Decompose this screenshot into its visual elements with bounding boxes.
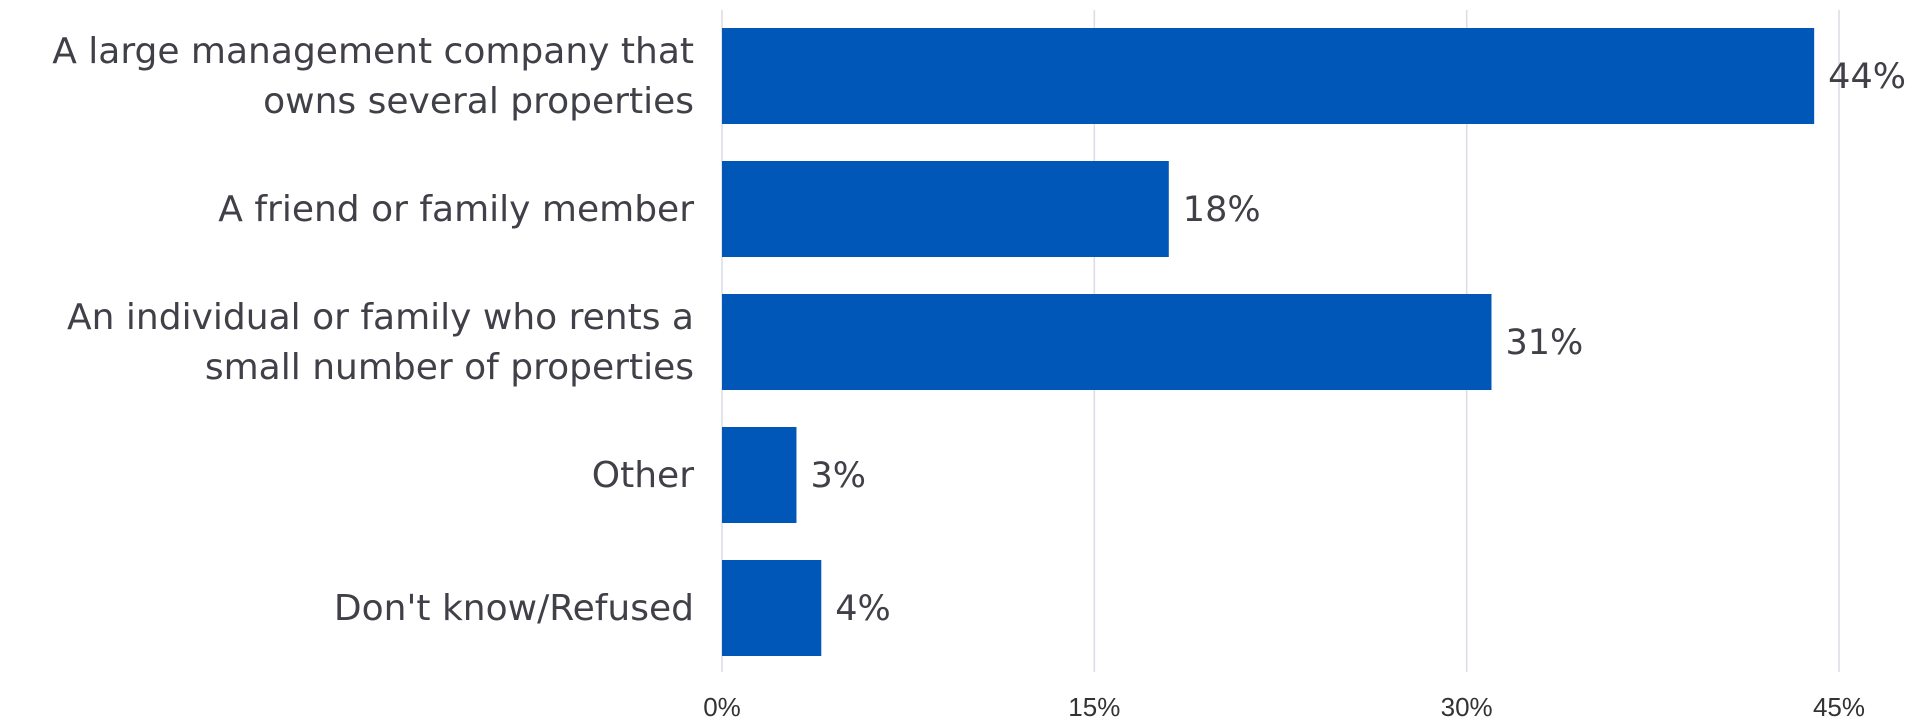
bar	[722, 161, 1169, 257]
bar	[722, 28, 1815, 124]
bar-value-label: 18%	[1183, 190, 1261, 230]
category-label-line: small number of properties	[205, 347, 694, 388]
category-label-line: Other	[592, 455, 694, 496]
category-label: Don't know/Refused	[334, 588, 694, 629]
category-label-line: owns several properties	[263, 81, 694, 122]
category-label-line: A large management company that	[52, 31, 694, 72]
category-label-line: An individual or family who rents a	[67, 297, 694, 338]
bar	[722, 427, 797, 523]
category-label: A friend or family member	[218, 189, 694, 230]
bar-value-label: 3%	[810, 456, 866, 496]
bar	[722, 560, 822, 656]
bar-value-label: 4%	[835, 589, 891, 629]
x-tick-label: 30%	[1441, 692, 1493, 719]
category-label: A large management company that owns seve…	[52, 31, 694, 122]
category-label: An individual or family who rents a small…	[67, 297, 694, 388]
bar-value-label: 44%	[1828, 57, 1906, 97]
bar-value-label: 31%	[1505, 323, 1583, 363]
x-tick-label: 15%	[1068, 692, 1120, 719]
category-label-line: A friend or family member	[218, 189, 694, 230]
bars	[722, 28, 1815, 656]
category-label-line: Don't know/Refused	[334, 588, 694, 629]
category-labels: A large management company that owns seve…	[52, 31, 694, 629]
bar	[722, 294, 1492, 390]
data-labels: 44% 18% 31% 3% 4%	[810, 57, 1906, 629]
x-tick-label: 45%	[1813, 692, 1865, 719]
x-tick-label: 0%	[703, 692, 741, 719]
category-label: Other	[592, 455, 694, 496]
x-axis-tick-labels: 0% 15% 30% 45%	[703, 692, 1865, 719]
